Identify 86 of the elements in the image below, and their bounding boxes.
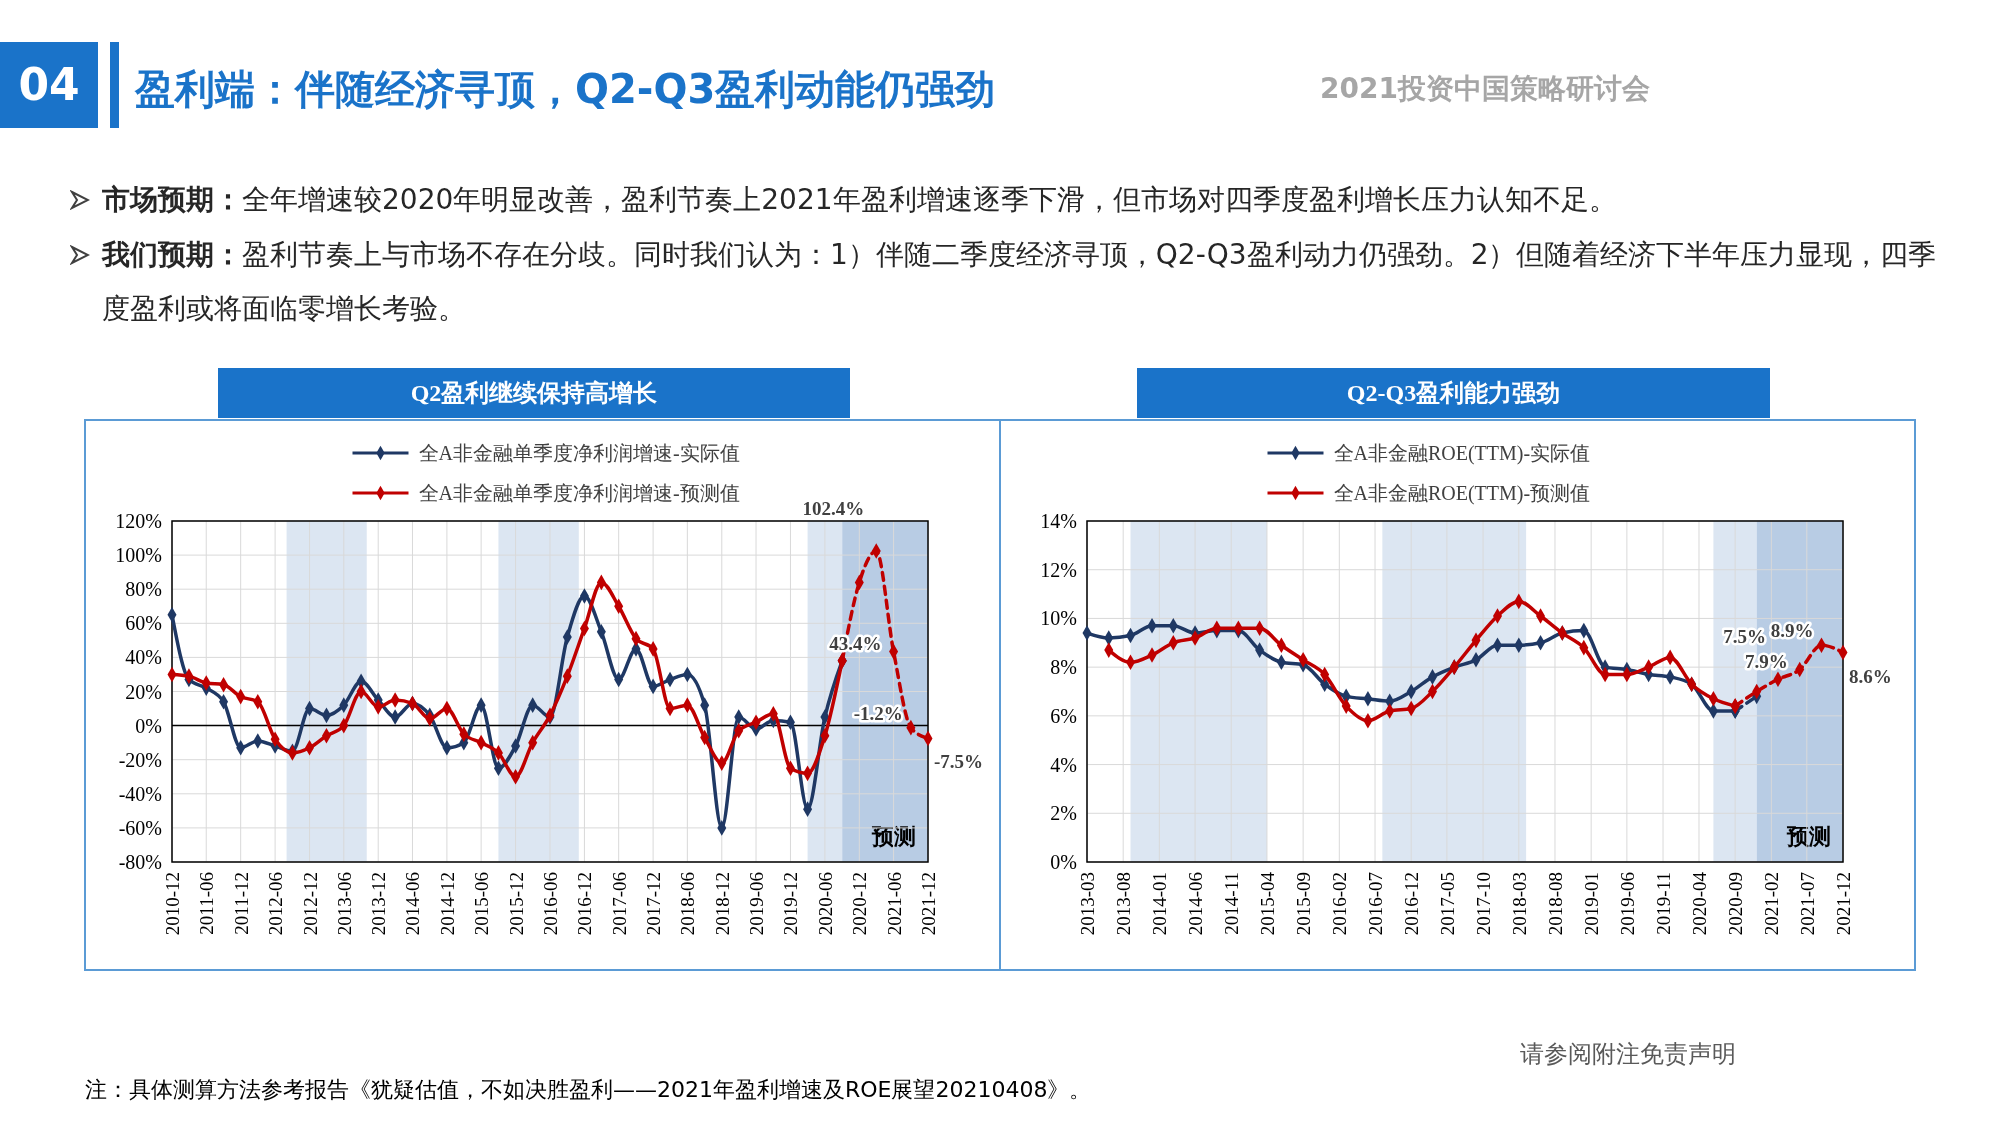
x-tick-label: 2018-12: [711, 872, 733, 936]
x-tick-label: 2017-06: [608, 872, 630, 936]
x-tick-label: 2011-06: [196, 872, 218, 935]
x-tick-label: 2012-06: [265, 872, 287, 936]
y-tick-label: 20%: [125, 680, 162, 703]
x-tick-label: 2015-06: [471, 872, 493, 936]
x-tick-label: 2015-12: [505, 872, 527, 936]
x-tick-label: 2010-12: [162, 872, 183, 936]
data-label: 8.6%: [1849, 665, 1892, 687]
x-tick-label: 2020-04: [1688, 871, 1710, 936]
x-tick-label: 2016-07: [1365, 872, 1387, 936]
x-tick-label: 2013-06: [333, 872, 355, 936]
legend-label: 全A非金融单季度净利润增速-预测值: [418, 482, 740, 504]
x-tick-label: 2019-06: [1616, 872, 1638, 936]
text: 盈利端：伴随经济寻顶，Q2-Q3盈利动能仍强劲: [135, 65, 996, 114]
y-tick-label: -20%: [118, 748, 162, 771]
y-tick-label: -60%: [118, 816, 162, 839]
chart-title: Q2-Q3盈利能力强劲: [1346, 380, 1561, 406]
x-tick-label: 2014-12: [436, 872, 458, 936]
legend-label: 全A非金融ROE(TTM)-预测值: [1333, 482, 1591, 505]
y-tick-label: 60%: [125, 612, 162, 635]
x-tick-label: 2020-06: [814, 872, 836, 936]
x-tick-label: 2017-05: [1436, 872, 1458, 936]
text: 我们预期：盈利节奏上与市场不存在分歧。同时我们认为：1）伴随二季度经济寻顶，Q2-Q3盈利动力仍强劲。2）但随着经济下半年压力显现，四季度盈利或将面临零增长考验。: [100, 237, 1938, 327]
data-label: 8.9%: [1770, 620, 1814, 642]
data-label: 7.5%: [1723, 626, 1766, 648]
data-label: 102.4%: [802, 498, 865, 520]
x-tick-label: 2011-12: [230, 872, 252, 935]
x-tick-label: 2018-03: [1508, 872, 1530, 936]
x-tick-label: 2021-12: [918, 872, 939, 936]
x-tick-label: 2019-12: [780, 872, 802, 936]
y-tick-label: 120%: [115, 510, 162, 532]
x-tick-label: 2019-11: [1653, 872, 1675, 935]
y-tick-label: 4%: [1050, 753, 1077, 776]
y-tick-label: 40%: [125, 646, 162, 669]
text: 市场预期：全年增速较2020年明显改善，盈利节奏上2021年盈利增速逐季下滑，但市场对四季度盈利增长压力认知不足。: [101, 182, 1618, 218]
x-tick-label: 2021-06: [883, 872, 905, 936]
x-tick-label: 2014-11: [1221, 872, 1243, 935]
text: 2021投资中国策略研讨会: [1320, 71, 1650, 107]
y-tick-label: 8%: [1050, 656, 1077, 679]
y-tick-label: 2%: [1050, 802, 1077, 825]
x-tick-label: 2013-08: [1113, 872, 1135, 936]
data-label: -7.5%: [934, 751, 984, 773]
x-tick-label: 2015-09: [1293, 872, 1315, 936]
y-tick-label: -80%: [118, 851, 162, 873]
text: 请参阅附注免责声明: [1520, 1039, 1736, 1070]
x-tick-label: 2016-12: [574, 872, 596, 936]
x-tick-label: 2015-04: [1256, 871, 1278, 936]
x-tick-label: 2020-12: [849, 872, 871, 936]
x-tick-label: 2021-12: [1833, 872, 1854, 936]
data-label: 7.9%: [1744, 650, 1788, 672]
text: 注：具体测算方法参考报告《犹疑估值，不如决胜盈利——2021年盈利增速及ROE展望20210408》。: [85, 1076, 1092, 1104]
x-tick-label: 2016-06: [540, 872, 561, 936]
chart-title: Q2盈利继续保持高增长: [410, 379, 658, 406]
x-tick-label: 2016-02: [1329, 872, 1351, 936]
y-tick-label: 14%: [1040, 510, 1077, 532]
y-tick-label: -40%: [118, 782, 162, 805]
y-tick-label: 6%: [1050, 704, 1077, 727]
text: 04: [0, 42, 98, 128]
y-tick-label: 10%: [1040, 607, 1077, 630]
x-tick-label: 2013-12: [368, 872, 390, 936]
x-tick-label: 2021-07: [1796, 872, 1818, 936]
y-tick-label: 80%: [125, 578, 162, 601]
x-tick-label: 2021-02: [1761, 872, 1783, 936]
x-tick-label: 2018-06: [677, 872, 699, 936]
x-tick-label: 2020-09: [1725, 872, 1747, 936]
x-tick-label: 2014-06: [402, 872, 424, 936]
x-tick-label: 2016-12: [1401, 872, 1423, 936]
y-tick-label: 0%: [135, 714, 162, 737]
legend-label: 全A非金融ROE(TTM)-实际值: [1333, 442, 1591, 465]
x-tick-label: 2017-12: [643, 872, 665, 936]
y-tick-label: 100%: [115, 544, 162, 567]
y-tick-label: 0%: [1050, 851, 1077, 873]
x-tick-label: 2014-01: [1149, 872, 1171, 936]
x-tick-label: 2019-01: [1581, 872, 1603, 936]
x-tick-label: 2019-06: [746, 872, 768, 936]
x-tick-label: 2018-08: [1544, 872, 1566, 936]
x-tick-label: 2013-03: [1077, 872, 1098, 936]
band-label: 预测: [1786, 824, 1831, 849]
band-label: 预测: [871, 824, 916, 849]
data-label: -1.2%: [853, 702, 903, 724]
y-tick-label: 12%: [1040, 558, 1077, 581]
x-tick-label: 2012-12: [299, 872, 321, 936]
x-tick-label: 2017-10: [1473, 872, 1495, 936]
legend-label: 全A非金融单季度净利润增速-实际值: [418, 442, 740, 464]
x-tick-label: 2014-06: [1185, 872, 1207, 936]
